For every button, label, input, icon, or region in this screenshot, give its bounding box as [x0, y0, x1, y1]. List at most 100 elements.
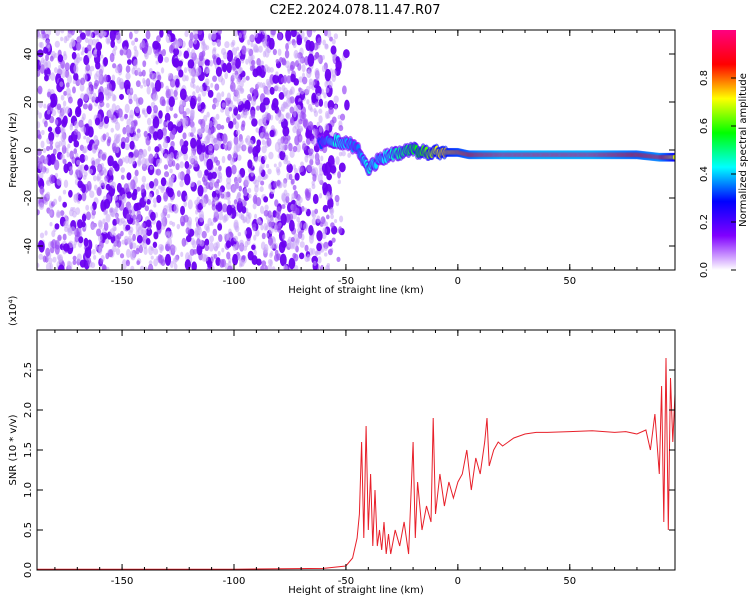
noise-speckle [324, 123, 330, 133]
noise-speckle [289, 88, 293, 95]
noise-speckle [325, 192, 331, 201]
noise-speckle [169, 88, 174, 96]
noise-speckle [325, 87, 330, 93]
noise-speckle [82, 174, 87, 180]
noise-speckle [275, 212, 280, 219]
noise-speckle [288, 142, 293, 152]
noise-speckle [143, 130, 148, 138]
noise-speckle [233, 235, 239, 242]
noise-speckle [43, 61, 49, 70]
noise-speckle [148, 153, 154, 164]
noise-speckle [45, 262, 52, 270]
noise-speckle [289, 149, 295, 158]
noise-speckle [225, 240, 231, 249]
noise-speckle [63, 179, 69, 189]
noise-speckle [74, 106, 82, 118]
noise-speckle [259, 82, 263, 89]
noise-speckle [173, 113, 178, 119]
noise-speckle [324, 221, 329, 227]
noise-speckle [151, 114, 155, 120]
noise-speckle [232, 253, 239, 266]
noise-speckle [113, 118, 119, 125]
noise-speckle [241, 254, 246, 260]
noise-speckle [131, 156, 136, 165]
noise-speckle [225, 116, 231, 124]
noise-speckle [96, 173, 102, 181]
noise-speckle [120, 141, 126, 150]
noise-speckle [155, 188, 159, 196]
noise-speckle [117, 158, 124, 167]
noise-speckle [203, 114, 208, 122]
noise-speckle [286, 192, 290, 198]
noise-speckle [316, 215, 321, 224]
noise-speckle [183, 200, 188, 207]
noise-speckle [196, 180, 202, 186]
noise-speckle [37, 129, 41, 139]
noise-speckle [54, 141, 60, 149]
noise-speckle [147, 263, 154, 270]
noise-speckle [236, 200, 243, 213]
noise-speckle [296, 123, 301, 129]
noise-speckle [285, 30, 292, 42]
noise-speckle [320, 155, 324, 162]
noise-speckle [122, 126, 127, 135]
noise-speckle [159, 96, 166, 106]
noise-speckle [138, 245, 144, 254]
noise-speckle [130, 121, 135, 128]
noise-speckle [85, 30, 91, 37]
noise-speckle [246, 47, 251, 53]
noise-speckle [157, 74, 162, 82]
noise-speckle [38, 101, 43, 109]
noise-speckle [238, 144, 242, 149]
noise-speckle [326, 173, 332, 181]
noise-speckle [115, 217, 120, 225]
noise-speckle [258, 165, 263, 173]
noise-speckle [179, 88, 187, 101]
noise-speckle [73, 72, 79, 81]
noise-speckle [304, 207, 308, 213]
noise-speckle [72, 79, 77, 85]
noise-speckle [262, 84, 267, 91]
noise-speckle [129, 87, 134, 93]
noise-speckle [236, 173, 242, 182]
noise-speckle [338, 226, 343, 235]
noise-speckle [321, 64, 327, 73]
noise-speckle [299, 166, 305, 173]
noise-speckle [110, 127, 115, 133]
noise-speckle [37, 176, 41, 182]
noise-speckle [318, 115, 323, 124]
noise-speckle [105, 132, 110, 138]
noise-speckle [259, 186, 264, 193]
noise-speckle [334, 194, 340, 203]
noise-speckle [247, 39, 251, 46]
noise-speckle [172, 57, 180, 68]
noise-speckle [107, 249, 114, 258]
noise-speckle [226, 204, 233, 216]
noise-speckle [249, 87, 255, 94]
noise-speckle [249, 34, 255, 41]
noise-speckle [216, 168, 221, 177]
noise-speckle [125, 224, 131, 231]
noise-speckle [277, 138, 282, 146]
noise-speckle [184, 30, 189, 38]
noise-speckle [72, 206, 76, 213]
noise-speckle [92, 92, 97, 101]
noise-speckle [160, 186, 165, 193]
noise-speckle [181, 40, 186, 48]
noise-speckle [85, 211, 92, 221]
noise-speckle [131, 40, 136, 46]
noise-speckle [303, 36, 308, 42]
noise-speckle [313, 108, 317, 114]
snr-plot-area [37, 330, 675, 570]
noise-speckle [223, 143, 228, 149]
noise-speckle [162, 121, 167, 128]
noise-speckle [242, 76, 246, 83]
noise-speckle [39, 33, 44, 39]
noise-speckle [296, 143, 301, 153]
noise-speckle [211, 171, 217, 179]
noise-speckle [231, 164, 237, 175]
noise-speckle [38, 112, 42, 119]
noise-speckle [104, 178, 108, 184]
noise-speckle [121, 40, 129, 51]
noise-speckle [102, 231, 108, 240]
